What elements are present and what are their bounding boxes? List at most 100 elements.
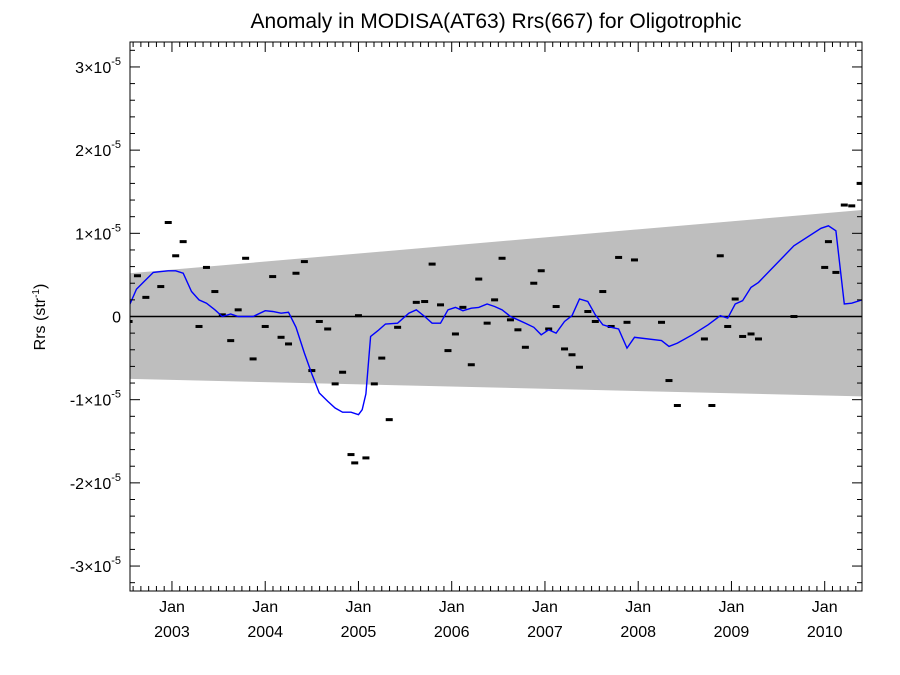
data-point — [347, 453, 355, 457]
axes: Jan 2003 Jan 2004 Jan 2005 Jan 2006 Jan 2007 Jan 20… — [70, 41, 863, 641]
data-point — [179, 240, 187, 244]
x-tick-label-month: Jan — [719, 599, 745, 616]
data-point — [491, 298, 499, 302]
y-tick-label: -1×10-5 — [70, 389, 121, 410]
data-point — [437, 303, 445, 307]
data-point — [708, 404, 716, 408]
data-point — [370, 382, 378, 386]
data-point — [561, 347, 569, 351]
svg-text:Rrs (str-1): Rrs (str-1) — [31, 284, 49, 351]
y-axis-label-close: ) — [32, 284, 49, 289]
data-point — [324, 327, 332, 331]
data-point — [451, 332, 459, 336]
x-tick-label-year: 2006 — [434, 624, 470, 641]
data-point — [202, 265, 210, 269]
data-point — [824, 240, 832, 244]
y-tick-label: 2×10-5 — [75, 139, 121, 160]
data-point — [218, 313, 226, 317]
y-tick-label: -3×10-5 — [70, 555, 121, 576]
x-tick-label-month: Jan — [532, 599, 558, 616]
data-point — [172, 254, 180, 258]
data-point — [658, 320, 666, 324]
plot-inner — [130, 181, 862, 465]
data-point — [754, 337, 762, 341]
data-point — [242, 256, 250, 260]
data-point — [277, 335, 285, 339]
data-point — [428, 262, 436, 266]
data-point — [568, 353, 576, 357]
data-point — [475, 277, 483, 281]
plot-area — [130, 181, 862, 465]
data-point — [575, 365, 583, 369]
data-point — [261, 324, 269, 328]
data-point — [506, 318, 514, 322]
data-point — [790, 315, 798, 318]
y-tick-label: 1×10-5 — [75, 222, 121, 243]
x-tick-label-year: 2003 — [154, 624, 190, 641]
data-point — [227, 339, 235, 343]
x-tick-label-year: 2010 — [807, 624, 843, 641]
data-point — [530, 281, 538, 285]
data-point — [444, 349, 452, 353]
data-point — [133, 274, 141, 278]
uncertainty-band — [130, 210, 862, 397]
y-tick-label: -2×10-5 — [70, 472, 121, 493]
data-point — [300, 260, 308, 264]
y-axis-label-superscript: -1 — [31, 289, 42, 298]
y-axis-label-main: Rrs (str — [32, 297, 49, 350]
data-point — [195, 324, 203, 328]
data-point — [130, 319, 133, 323]
x-tick-label-year: 2008 — [620, 624, 656, 641]
data-point — [607, 324, 615, 328]
data-point — [459, 305, 467, 309]
data-point — [514, 328, 522, 332]
series-line — [130, 225, 862, 416]
data-point — [716, 254, 724, 258]
data-point — [308, 369, 316, 373]
data-point — [249, 357, 257, 361]
x-tick-label-year: 2009 — [714, 624, 750, 641]
data-point — [378, 356, 386, 360]
data-point — [731, 297, 739, 301]
data-point — [545, 327, 553, 331]
y-tick-label: 3×10-5 — [75, 56, 121, 77]
data-point — [747, 332, 755, 336]
x-tick-label-year: 2004 — [247, 624, 283, 641]
data-point — [211, 290, 219, 294]
data-point — [498, 256, 506, 260]
data-point — [739, 334, 747, 338]
x-tick-label-month: Jan — [625, 599, 651, 616]
data-point — [615, 255, 623, 259]
data-point — [285, 342, 293, 346]
x-tick-label-month: Jan — [252, 599, 278, 616]
data-point — [599, 290, 607, 294]
data-point — [832, 270, 840, 274]
data-point — [339, 370, 347, 374]
data-point — [623, 320, 631, 324]
data-point — [331, 382, 339, 386]
data-point — [421, 300, 429, 304]
x-tick-label-month: Jan — [812, 599, 838, 616]
data-point — [630, 258, 638, 262]
x-tick-label-year: 2005 — [341, 624, 377, 641]
data-point — [665, 379, 673, 383]
data-point — [591, 319, 599, 323]
data-point — [700, 337, 708, 341]
x-tick-label-year: 2007 — [527, 624, 563, 641]
data-point — [483, 321, 491, 325]
y-tick-label: 0 — [112, 310, 121, 327]
data-point — [351, 461, 359, 465]
data-point — [269, 275, 277, 279]
x-tick-label-month: Jan — [159, 599, 185, 616]
data-point — [354, 314, 362, 318]
data-point — [467, 363, 475, 367]
data-point — [724, 324, 732, 328]
data-point — [584, 310, 592, 314]
data-point — [362, 456, 370, 460]
data-point — [552, 305, 560, 309]
data-point — [394, 325, 402, 329]
data-point — [164, 221, 172, 225]
data-point — [234, 308, 242, 312]
data-point — [821, 265, 829, 269]
data-point — [673, 404, 681, 408]
